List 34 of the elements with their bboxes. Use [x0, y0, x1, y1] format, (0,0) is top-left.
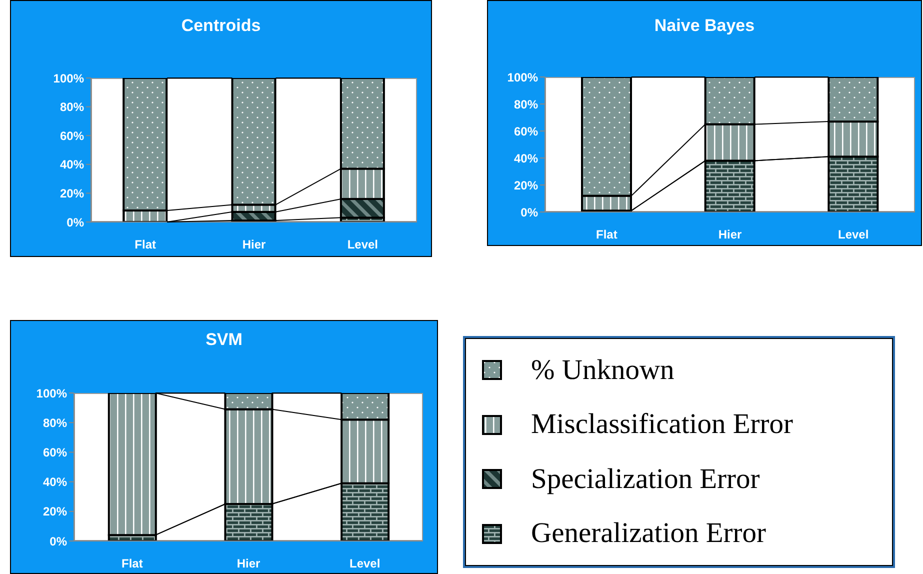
- x-tick-label: Level: [347, 238, 378, 252]
- x-tick-label: Flat: [596, 228, 618, 242]
- x-tick-label: Level: [349, 556, 380, 571]
- y-tick-label: 0%: [520, 205, 538, 220]
- x-tick-label: Flat: [121, 556, 143, 571]
- legend-label: Generalization Error: [531, 518, 766, 550]
- legend-label: Specialization Error: [531, 464, 760, 495]
- y-tick-label: 60%: [514, 124, 538, 138]
- x-tick-label: Hier: [236, 556, 260, 571]
- chart-title: Centroids: [180, 16, 262, 36]
- chart-title: Naive Bayes: [653, 16, 756, 36]
- y-tick-label: 20%: [42, 504, 68, 519]
- y-tick-label: 80%: [42, 416, 68, 430]
- y-tick-label: 100%: [507, 70, 538, 84]
- x-tick-label: Hier: [718, 228, 742, 242]
- y-tick-label: 40%: [60, 158, 84, 172]
- legend-label: Misclassification Error: [531, 409, 793, 440]
- y-tick-label: 40%: [514, 151, 538, 166]
- x-tick-label: Hier: [242, 238, 266, 252]
- y-tick-label: 0%: [50, 534, 68, 548]
- x-tick-label: Flat: [134, 238, 156, 252]
- chart-title: SVM: [204, 330, 244, 350]
- y-tick-label: 60%: [60, 128, 84, 143]
- y-tick-label: 100%: [36, 386, 68, 400]
- x-tick-label: Level: [838, 228, 869, 242]
- y-tick-label: 40%: [42, 475, 68, 490]
- y-tick-label: 20%: [514, 178, 538, 192]
- y-tick-label: 80%: [60, 100, 84, 114]
- legend-label: % Unknown: [531, 354, 674, 386]
- y-tick-label: 20%: [60, 186, 84, 200]
- y-tick-label: 0%: [66, 215, 84, 230]
- y-tick-label: 80%: [514, 97, 538, 112]
- y-tick-label: 60%: [42, 445, 68, 460]
- y-tick-label: 100%: [53, 71, 84, 86]
